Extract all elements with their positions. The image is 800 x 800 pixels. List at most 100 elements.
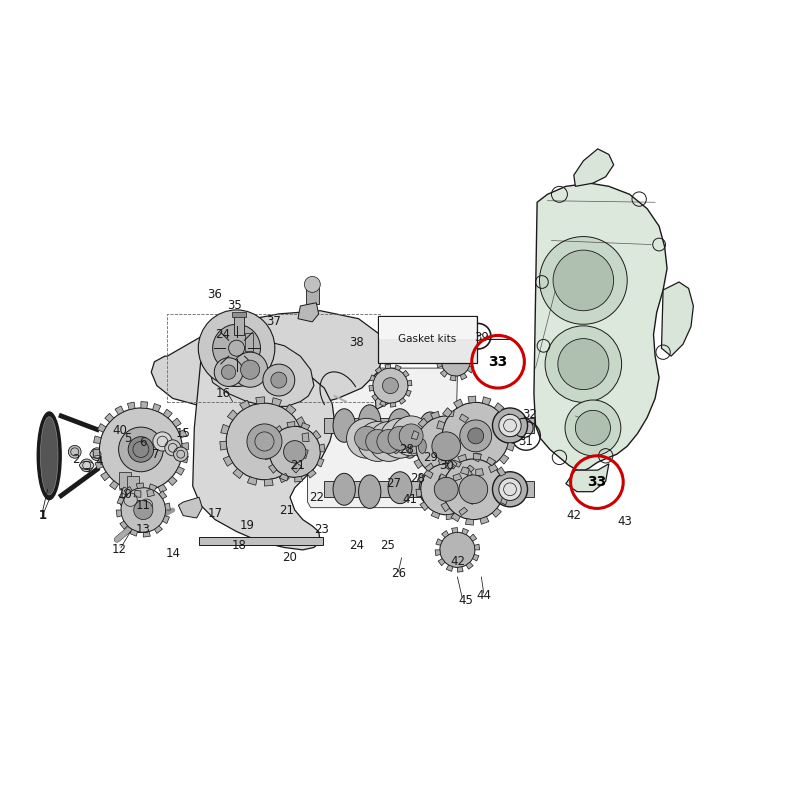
Polygon shape: [274, 426, 282, 434]
Polygon shape: [438, 474, 446, 482]
Polygon shape: [390, 402, 396, 407]
Text: 16: 16: [215, 387, 230, 400]
Text: 19: 19: [239, 519, 254, 533]
Polygon shape: [459, 414, 469, 422]
Polygon shape: [509, 428, 515, 436]
Polygon shape: [447, 459, 457, 469]
Circle shape: [270, 426, 320, 478]
Ellipse shape: [402, 434, 418, 458]
Polygon shape: [453, 474, 462, 482]
Polygon shape: [438, 476, 446, 482]
Circle shape: [198, 310, 275, 386]
Ellipse shape: [358, 475, 381, 509]
Polygon shape: [101, 472, 110, 481]
Polygon shape: [467, 366, 474, 373]
Text: 28: 28: [399, 443, 414, 456]
Polygon shape: [473, 554, 479, 561]
Polygon shape: [220, 442, 227, 450]
Polygon shape: [193, 350, 334, 550]
Polygon shape: [141, 402, 148, 408]
Text: 44: 44: [476, 589, 491, 602]
Polygon shape: [269, 465, 277, 474]
Polygon shape: [154, 526, 162, 534]
Text: 28: 28: [410, 472, 425, 485]
Circle shape: [136, 495, 157, 515]
Text: 24: 24: [215, 328, 230, 341]
Circle shape: [499, 414, 521, 437]
Polygon shape: [452, 527, 458, 533]
Ellipse shape: [333, 474, 355, 506]
Polygon shape: [247, 477, 257, 486]
Polygon shape: [482, 397, 491, 405]
Text: 31: 31: [518, 435, 534, 448]
Polygon shape: [471, 482, 477, 490]
Polygon shape: [130, 530, 138, 536]
Text: 10: 10: [118, 487, 132, 501]
Polygon shape: [265, 452, 270, 460]
Polygon shape: [462, 528, 469, 534]
Polygon shape: [574, 149, 614, 186]
Polygon shape: [464, 346, 471, 354]
Text: 38: 38: [349, 336, 363, 349]
Polygon shape: [503, 482, 510, 490]
Polygon shape: [307, 368, 458, 508]
Ellipse shape: [358, 405, 381, 440]
Text: 45: 45: [458, 594, 473, 607]
Polygon shape: [411, 430, 419, 439]
Text: 11: 11: [136, 498, 150, 512]
Polygon shape: [662, 282, 694, 356]
Text: 6: 6: [139, 436, 147, 449]
Text: 18: 18: [231, 538, 246, 551]
Polygon shape: [298, 302, 318, 322]
Polygon shape: [182, 442, 189, 450]
Polygon shape: [466, 519, 474, 525]
Polygon shape: [375, 367, 382, 374]
Polygon shape: [506, 442, 515, 451]
Bar: [127, 476, 138, 492]
Polygon shape: [168, 477, 177, 486]
Polygon shape: [158, 484, 166, 493]
Circle shape: [358, 422, 398, 462]
Circle shape: [499, 478, 521, 501]
Text: 33: 33: [587, 475, 606, 489]
Circle shape: [460, 420, 492, 452]
Polygon shape: [468, 496, 475, 505]
Bar: [232, 312, 246, 317]
Circle shape: [391, 416, 431, 456]
Polygon shape: [294, 477, 302, 482]
Polygon shape: [501, 496, 508, 505]
Circle shape: [118, 427, 163, 472]
Text: 22: 22: [309, 490, 324, 504]
Bar: [119, 472, 130, 488]
Polygon shape: [395, 365, 401, 370]
Polygon shape: [399, 398, 406, 404]
Polygon shape: [474, 544, 480, 550]
Text: 30: 30: [439, 459, 454, 472]
Polygon shape: [464, 468, 473, 477]
Circle shape: [565, 400, 621, 456]
Ellipse shape: [406, 439, 414, 454]
Polygon shape: [121, 487, 130, 495]
Polygon shape: [302, 422, 310, 430]
Text: 21: 21: [279, 503, 294, 517]
Circle shape: [241, 360, 260, 379]
Text: 36: 36: [208, 288, 222, 302]
Circle shape: [214, 358, 243, 386]
Polygon shape: [438, 459, 446, 465]
Text: 43: 43: [618, 514, 632, 528]
Polygon shape: [446, 462, 454, 470]
Polygon shape: [98, 423, 106, 432]
Polygon shape: [403, 370, 409, 377]
Polygon shape: [93, 450, 100, 456]
Text: 12: 12: [112, 543, 127, 556]
Polygon shape: [159, 491, 166, 499]
Polygon shape: [120, 521, 127, 529]
Polygon shape: [459, 507, 468, 515]
Polygon shape: [446, 514, 454, 519]
Polygon shape: [441, 502, 450, 512]
Polygon shape: [446, 565, 453, 571]
Text: 37: 37: [266, 315, 282, 328]
Polygon shape: [438, 490, 444, 498]
Polygon shape: [94, 436, 101, 443]
Polygon shape: [420, 502, 428, 510]
